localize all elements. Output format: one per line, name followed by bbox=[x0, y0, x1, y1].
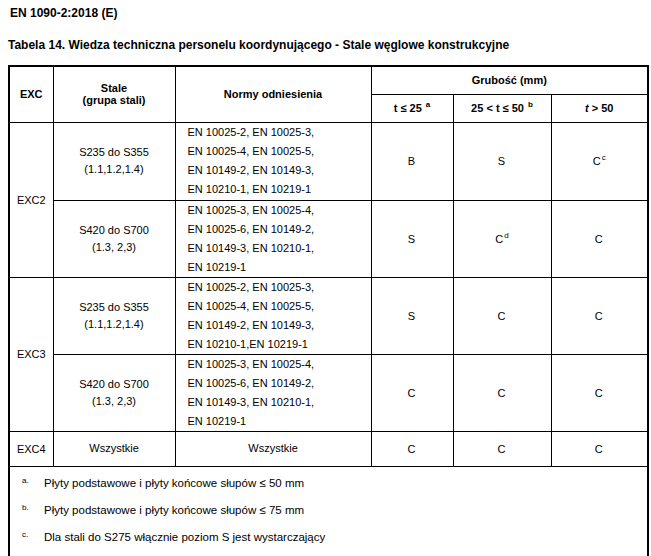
table-14: EXC Stale (grupa stali) Normy odniesieni… bbox=[8, 65, 649, 556]
table-row-exc3-b: S420 do S700 (1.3, 2,3) EN 10025-3, EN 1… bbox=[9, 354, 648, 431]
steel-group-cell: S420 do S700 (1.3, 2,3) bbox=[53, 200, 175, 277]
footnote-marker: c. bbox=[20, 530, 44, 540]
grade-value: C bbox=[498, 387, 506, 399]
document-page: EN 1090-2:2018 (E) Tabela 14. Wiedza tec… bbox=[0, 6, 651, 556]
norms-cell: EN 10025-2, EN 10025-3, EN 10025-4, EN 1… bbox=[175, 277, 371, 354]
grade-value: C bbox=[595, 387, 603, 399]
grade-cell: S bbox=[371, 277, 453, 354]
exc-class-cell: EXC4 bbox=[9, 431, 53, 466]
col-header-t-25-50: 25 < t ≤ 50 b bbox=[453, 94, 551, 122]
footnotes-row: a. Płyty podstawowe i płyty końcowe słup… bbox=[9, 466, 648, 556]
exc-class-cell: EXC3 bbox=[9, 277, 53, 431]
table-row-exc2-a: EXC2 S235 do S355 (1.1,1.2,1.4) EN 10025… bbox=[9, 122, 648, 200]
grade-footnote-ref: c bbox=[602, 153, 606, 162]
grade-cell: S bbox=[371, 200, 453, 277]
footnote-text: Płyty podstawowe i płyty końcowe słupów … bbox=[44, 476, 304, 491]
grade-value: C bbox=[498, 443, 506, 455]
norms-cell: EN 10025-3, EN 10025-4, EN 10025-6, EN 1… bbox=[175, 200, 371, 277]
col-header-steel-group: Stale (grupa stali) bbox=[53, 66, 175, 122]
grade-cell: C bbox=[551, 277, 648, 354]
footnote-text: Płyty podstawowe i płyty końcowe słupów … bbox=[44, 503, 304, 518]
norms-cell: EN 10025-2, EN 10025-3, EN 10025-4, EN 1… bbox=[175, 122, 371, 200]
steel-group-cell: Wszystkie bbox=[53, 431, 175, 466]
table-title: Tabela 14. Wiedza techniczna personelu k… bbox=[8, 38, 651, 53]
footnotes-block: a. Płyty podstawowe i płyty końcowe słup… bbox=[9, 466, 648, 556]
grade-cell: C bbox=[453, 354, 551, 431]
grade-cell: B bbox=[371, 122, 453, 200]
grade-value: C bbox=[498, 310, 506, 322]
footnote-text: Dla stali do S275 włącznie poziom S jest… bbox=[44, 530, 325, 545]
steel-group-cell: S420 do S700 (1.3, 2,3) bbox=[53, 354, 175, 431]
thickness-range-label: t ≤ 25 bbox=[394, 102, 425, 114]
footnote-c: c. Dla stali do S275 włącznie poziom S j… bbox=[20, 530, 637, 545]
grade-value: S bbox=[408, 233, 415, 245]
col-header-t-gt-50: t > 50 bbox=[551, 94, 648, 122]
norms-cell: EN 10025-3, EN 10025-4, EN 10025-6, EN 1… bbox=[175, 354, 371, 431]
grade-value: C bbox=[408, 443, 416, 455]
grade-value: S bbox=[498, 155, 505, 167]
grade-value: C bbox=[595, 310, 603, 322]
col-header-exc: EXC bbox=[9, 66, 53, 122]
table-row-exc4: EXC4 Wszystkie Wszystkie C C C bbox=[9, 431, 648, 466]
steel-group-cell: S235 do S355 (1.1,1.2,1.4) bbox=[53, 122, 175, 200]
grade-cell: C bbox=[551, 431, 648, 466]
grade-value: C bbox=[595, 233, 603, 245]
grade-cell: Cc bbox=[551, 122, 648, 200]
footnote-marker: b. bbox=[20, 503, 44, 513]
grade-value: C bbox=[408, 387, 416, 399]
grade-cell: C bbox=[371, 354, 453, 431]
col-header-thickness: Grubość (mm) bbox=[371, 66, 648, 94]
grade-footnote-ref: d bbox=[504, 231, 508, 240]
grade-cell: S bbox=[453, 122, 551, 200]
steel-group-cell: S235 do S355 (1.1,1.2,1.4) bbox=[53, 277, 175, 354]
thickness-range-label: > 50 bbox=[589, 102, 614, 114]
grade-value: C bbox=[593, 155, 601, 167]
footnote-marker: a. bbox=[20, 476, 44, 486]
grade-value: B bbox=[408, 155, 415, 167]
doc-header: EN 1090-2:2018 (E) bbox=[10, 6, 651, 21]
grade-cell: C bbox=[551, 200, 648, 277]
table-row-exc2-b: S420 do S700 (1.3, 2,3) EN 10025-3, EN 1… bbox=[9, 200, 648, 277]
grade-value: C bbox=[595, 443, 603, 455]
grade-cell: C bbox=[453, 431, 551, 466]
grade-cell: C bbox=[551, 354, 648, 431]
thickness-range-label: 25 < t ≤ 50 bbox=[471, 102, 527, 114]
exc-class-cell: EXC2 bbox=[9, 122, 53, 277]
norms-cell: Wszystkie bbox=[175, 431, 371, 466]
footnote-ref-b: b bbox=[528, 100, 533, 109]
grade-value: S bbox=[408, 310, 415, 322]
header-row-top: EXC Stale (grupa stali) Normy odniesieni… bbox=[9, 66, 648, 94]
grade-cell: C bbox=[453, 277, 551, 354]
table-row-exc3-a: EXC3 S235 do S355 (1.1,1.2,1.4) EN 10025… bbox=[9, 277, 648, 354]
col-header-t-le-25: t ≤ 25 a bbox=[371, 94, 453, 122]
grade-value: C bbox=[495, 233, 503, 245]
grade-cell: C bbox=[371, 431, 453, 466]
footnote-ref-a: a bbox=[426, 100, 430, 109]
col-header-reference-norms: Normy odniesienia bbox=[175, 66, 371, 122]
footnote-b: b. Płyty podstawowe i płyty końcowe słup… bbox=[20, 503, 637, 518]
footnote-a: a. Płyty podstawowe i płyty końcowe słup… bbox=[20, 476, 637, 491]
grade-cell: Cd bbox=[453, 200, 551, 277]
